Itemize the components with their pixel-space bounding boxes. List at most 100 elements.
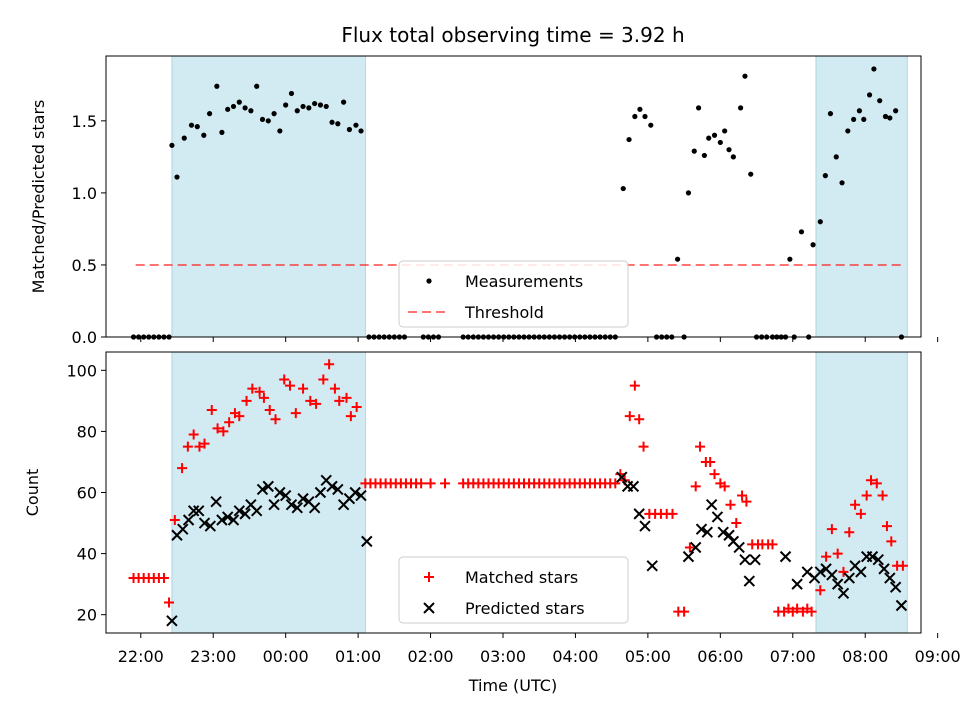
matched-point <box>182 441 193 452</box>
matched-point <box>270 414 281 425</box>
measurement-point <box>358 128 364 134</box>
matched-point <box>877 490 888 501</box>
matched-point <box>298 383 309 394</box>
measurement-point <box>294 108 300 114</box>
predicted-point <box>308 502 321 514</box>
measurement-point <box>648 122 654 128</box>
axes-frame <box>105 55 922 338</box>
measurement-point <box>882 113 889 120</box>
matched-point <box>705 456 716 467</box>
measurement-point <box>242 105 248 111</box>
y-tick-label: 20 <box>77 606 97 625</box>
y-tick-label: 100 <box>66 361 97 380</box>
predicted-point <box>646 560 658 572</box>
matched-point <box>638 441 649 452</box>
predicted-point <box>349 486 361 499</box>
predicted-point <box>791 578 803 590</box>
shaded-span <box>171 55 366 338</box>
bottom-panel: 20 40 60 80 100 22:00 23:00 00:00 01:00 02:00 03:0… <box>23 351 960 666</box>
predicted-point <box>814 566 827 578</box>
measurement-point <box>871 66 877 72</box>
measurement-point <box>787 256 793 262</box>
matched-point <box>311 398 322 409</box>
measurement-point <box>277 128 283 134</box>
top-panel: 0.0 0.5 1.0 1.5 Matched/Predicted stars Measu… <box>29 55 939 347</box>
matched-point <box>866 475 877 486</box>
predicted-point <box>837 587 850 600</box>
measurement-point <box>695 105 702 111</box>
matched-point <box>844 527 855 538</box>
predicted-point <box>204 520 217 532</box>
x-tick-label: 01:00 <box>335 647 381 666</box>
measurement-point <box>265 118 271 124</box>
measurement-point <box>346 126 353 133</box>
y-tick-label: 80 <box>77 422 97 441</box>
measurement-point <box>620 185 626 192</box>
predicted-point <box>633 508 645 520</box>
predicted-point <box>326 480 338 493</box>
x-tick-label: 02:00 <box>407 647 453 666</box>
legend-marker <box>423 602 435 614</box>
predicted-point <box>279 489 292 502</box>
measurement-point <box>225 106 231 112</box>
measurement-point <box>194 124 200 130</box>
measurement-point <box>674 256 681 262</box>
matched-point <box>725 499 736 510</box>
matched-point <box>258 392 269 403</box>
predicted-point <box>895 599 908 612</box>
y-tick-label: 1.0 <box>72 184 97 203</box>
measurement-point <box>706 135 712 141</box>
matched-point <box>741 496 752 507</box>
matched-point <box>881 521 892 532</box>
y-tick-label: 1.5 <box>72 112 97 131</box>
matched-point <box>318 374 329 385</box>
y-tick-label: 0.0 <box>72 328 97 347</box>
matched-point <box>690 481 701 492</box>
predicted-point <box>884 572 896 584</box>
matched-point <box>218 426 229 437</box>
measurement-point <box>174 174 180 180</box>
measurement-point <box>306 105 312 111</box>
measurement-point <box>711 132 718 138</box>
predicted-point <box>314 486 327 499</box>
measurement-point <box>827 111 834 117</box>
measurement-point <box>206 111 213 117</box>
shaded-span <box>815 55 908 338</box>
measurement-point <box>691 148 697 154</box>
predicted-point <box>227 514 240 526</box>
matched-point <box>177 463 188 474</box>
matched-point <box>194 441 205 452</box>
predicted-point <box>739 553 751 566</box>
predicted-point <box>705 499 718 511</box>
predicted-point <box>831 578 844 590</box>
x-tick-label: 06:00 <box>697 647 743 666</box>
predicted-point <box>855 566 867 578</box>
matched-point <box>806 606 817 617</box>
measurement-point <box>817 219 823 225</box>
measurement-point <box>169 142 175 148</box>
predicted-point <box>285 499 298 511</box>
predicted-point <box>826 569 838 581</box>
matched-point <box>767 539 778 550</box>
matched-point <box>629 380 640 391</box>
matched-point <box>285 380 296 391</box>
matched-point <box>610 478 621 489</box>
predicted-point <box>616 471 628 483</box>
matched-point <box>737 490 748 501</box>
measurement-point <box>626 136 632 143</box>
predicted-point <box>889 581 902 593</box>
measurement-point <box>214 83 220 89</box>
predicted-point <box>177 523 189 535</box>
measurement-point <box>893 108 899 114</box>
predicted-point <box>166 615 178 627</box>
measurement-point <box>201 132 207 138</box>
measurement-point <box>877 98 883 104</box>
measurement-point <box>887 115 893 121</box>
measurement-point <box>323 103 329 110</box>
legend-label: Threshold <box>464 303 544 322</box>
predicted-point <box>733 541 745 554</box>
predicted-point <box>256 483 269 496</box>
predicted-point <box>689 541 702 554</box>
measurement-point <box>230 103 237 110</box>
y-tick-label: 0.5 <box>72 256 97 275</box>
